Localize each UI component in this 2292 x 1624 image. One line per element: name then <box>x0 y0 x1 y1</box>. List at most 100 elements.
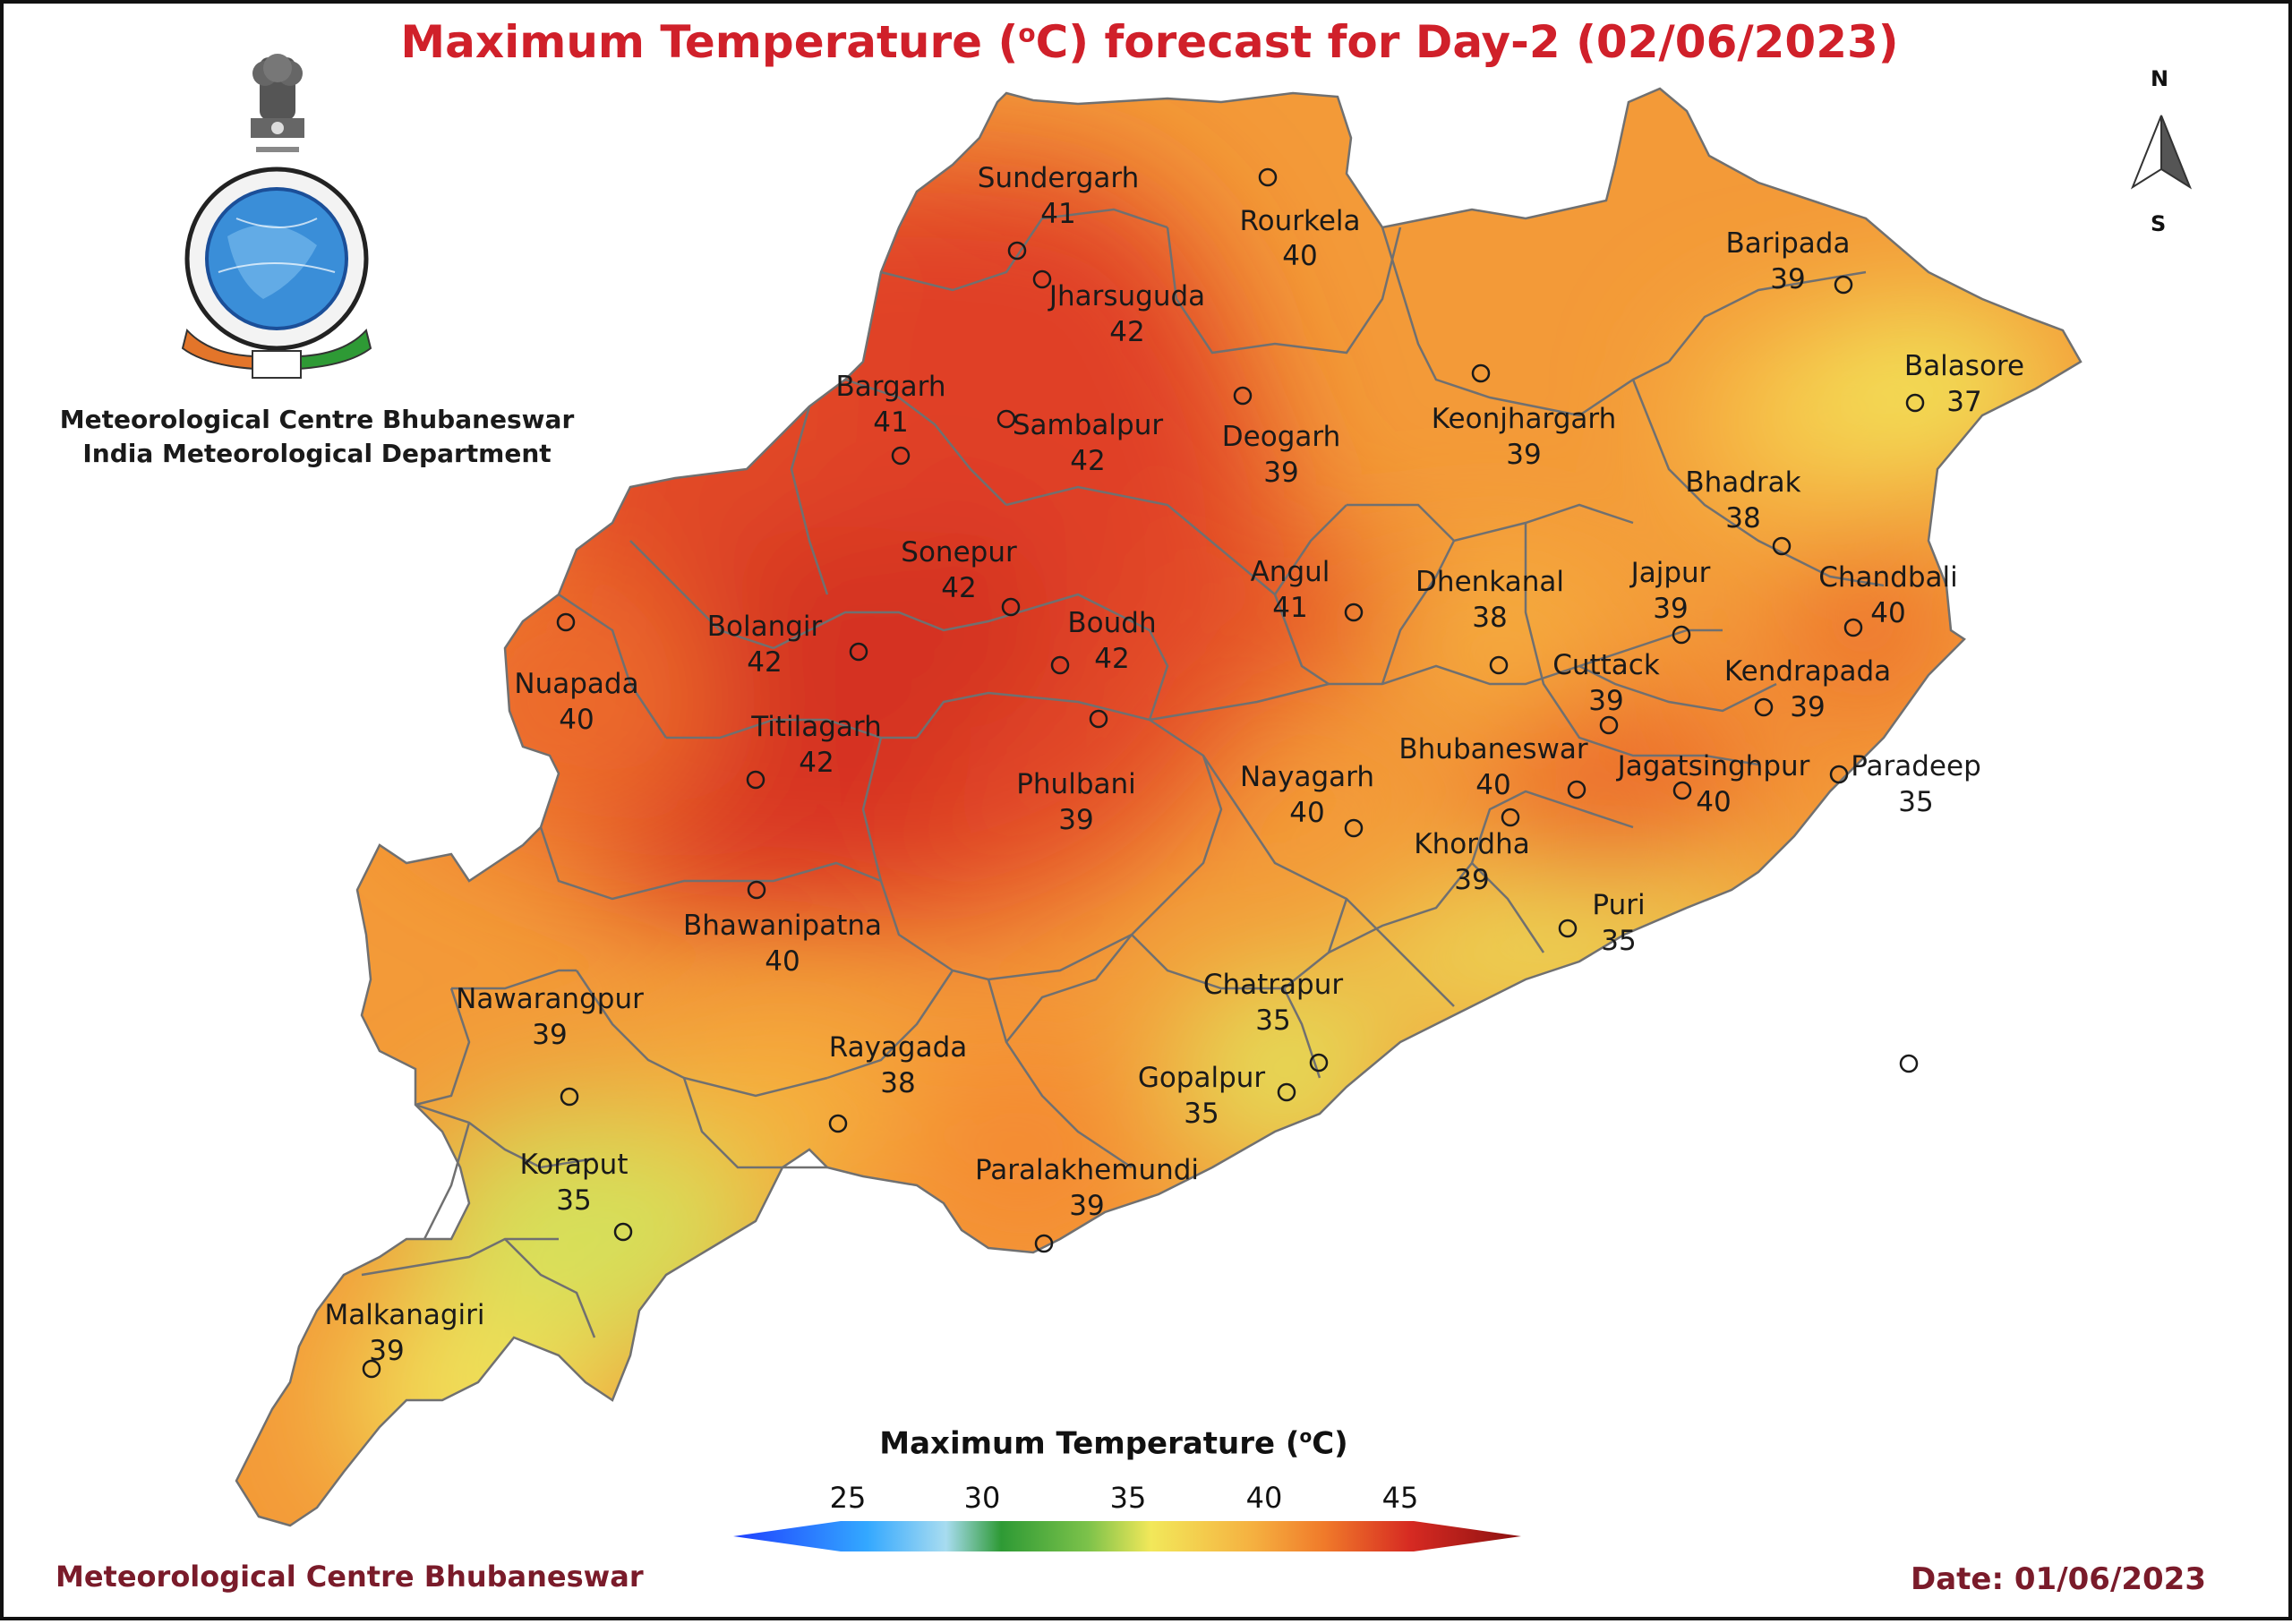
station-name-chandbali: Chandbali <box>1818 561 1958 594</box>
station-marker-jharsuguda <box>1032 269 1052 289</box>
station-temp-malkanagiri: 39 <box>369 1335 404 1367</box>
station-name-malkanagiri: Malkanagiri <box>324 1299 484 1331</box>
station-temp-puri: 35 <box>1601 925 1636 957</box>
station-marker-bhubaneswar <box>1501 808 1520 827</box>
station-name-paradeep: Paradeep <box>1851 750 1981 782</box>
station-name-angul: Angul <box>1251 556 1330 588</box>
footer-date: Date: 01/06/2023 <box>1910 1561 2206 1597</box>
org-line-2: India Meteorological Department <box>82 439 552 468</box>
station-temp-angul: 41 <box>1272 592 1307 624</box>
station-temp-gopalpur: 35 <box>1184 1098 1219 1130</box>
station-temp-rourkela: 40 <box>1282 240 1317 272</box>
legend-ticks: 25 30 35 40 45 <box>830 1481 1419 1515</box>
station-marker-bolangir <box>849 642 868 662</box>
station-name-bhubaneswar: Bhubaneswar <box>1398 733 1587 765</box>
station-name-keonjhargarh: Keonjhargarh <box>1432 403 1616 435</box>
south-label: S <box>2151 211 2167 236</box>
station-temp-rayagada: 38 <box>880 1067 915 1099</box>
station-marker-cuttack <box>1599 715 1619 735</box>
station-name-jharsuguda: Jharsuguda <box>1048 280 1205 312</box>
station-name-boudh: Boudh <box>1067 607 1156 639</box>
station-marker-dhenkanal <box>1489 655 1509 675</box>
station-marker-koraput <box>613 1222 633 1242</box>
station-marker-nayagarh <box>1344 818 1364 838</box>
station-marker-sonepur <box>1001 597 1021 617</box>
station-name-kendrapada: Kendrapada <box>1724 655 1891 688</box>
station-temp-keonjhargarh: 39 <box>1506 439 1541 471</box>
station-markers <box>362 167 1925 1379</box>
station-temp-balasore: 37 <box>1946 386 1981 418</box>
station-marker-bhadrak <box>1772 536 1792 556</box>
legend-tick-25: 25 <box>830 1481 867 1515</box>
station-temp-paradeep: 35 <box>1898 786 1933 818</box>
station-name-koraput: Koraput <box>520 1149 629 1181</box>
station-name-khordha: Khordha <box>1414 828 1529 860</box>
station-name-titilagarh: Titilagarh <box>750 711 882 743</box>
station-marker-baripada <box>1834 275 1853 295</box>
station-marker-chatrapur <box>1309 1053 1329 1073</box>
legend-tick-35: 35 <box>1110 1481 1147 1515</box>
station-name-rayagada: Rayagada <box>829 1031 968 1064</box>
station-name-nayagarh: Nayagarh <box>1240 761 1374 793</box>
station-name-bhadrak: Bhadrak <box>1685 466 1800 499</box>
district-boundaries <box>235 87 2082 1527</box>
station-temp-cuttack: 39 <box>1588 685 1623 717</box>
station-name-sambalpur: Sambalpur <box>1013 409 1163 441</box>
station-name-baripada: Baripada <box>1726 227 1851 260</box>
station-marker-nuapada <box>556 612 576 632</box>
station-marker-rayagada <box>828 1114 848 1133</box>
station-temp-kendrapada: 39 <box>1790 691 1825 723</box>
station-name-jagatsinghpur: Jagatsinghpur <box>1616 750 1810 782</box>
station-marker-sambalpur <box>996 409 1016 429</box>
station-temp-bolangir: 42 <box>747 646 782 679</box>
station-temp-paralakhemundi: 39 <box>1069 1190 1104 1222</box>
station-temp-phulbani: 39 <box>1058 804 1093 836</box>
station-name-nuapada: Nuapada <box>514 668 638 700</box>
org-line-1: Meteorological Centre Bhubaneswar <box>59 405 575 434</box>
station-name-phulbani: Phulbani <box>1016 768 1136 800</box>
station-marker-cuttack-east <box>1567 780 1586 799</box>
station-marker-rourkela <box>1258 167 1278 187</box>
station-temp-chandbali: 40 <box>1870 597 1905 629</box>
station-marker-angul <box>1344 603 1364 622</box>
station-name-deogarh: Deogarh <box>1222 421 1340 453</box>
station-temp-dhenkanal: 38 <box>1472 602 1507 634</box>
station-temp-bhadrak: 38 <box>1725 502 1760 534</box>
station-name-bhawanipatna: Bhawanipatna <box>683 910 882 942</box>
station-marker-titilagarh <box>746 770 765 790</box>
station-marker-paralakhemundi <box>1034 1234 1054 1253</box>
legend-tick-40: 40 <box>1246 1481 1283 1515</box>
station-name-bolangir: Bolangir <box>707 611 823 643</box>
station-temp-baripada: 39 <box>1770 263 1805 295</box>
station-temp-jharsuguda: 42 <box>1109 316 1144 348</box>
station-name-sonepur: Sonepur <box>901 536 1017 568</box>
station-temp-jajpur: 39 <box>1653 593 1688 625</box>
station-marker-deogarh <box>1233 386 1253 406</box>
station-name-balasore: Balasore <box>1904 350 2024 382</box>
station-marker-extra-coastal <box>1899 1054 1919 1073</box>
station-temp-bhawanipatna: 40 <box>765 945 800 978</box>
map-title: Maximum Temperature (oC) forecast for Da… <box>400 16 1899 68</box>
station-temp-nayagarh: 40 <box>1289 797 1324 829</box>
station-name-rourkela: Rourkela <box>1239 205 1360 237</box>
station-name-paralakhemundi: Paralakhemundi <box>975 1154 1199 1186</box>
station-name-dhenkanal: Dhenkanal <box>1415 566 1564 598</box>
north-label: N <box>2151 66 2169 91</box>
station-marker-keonjhargarh <box>1471 363 1491 383</box>
station-temp-chatrapur: 35 <box>1255 1004 1290 1037</box>
station-marker-jagatsinghpur <box>1672 781 1692 800</box>
station-marker-phulbani <box>1089 709 1108 729</box>
footer-organization: Meteorological Centre Bhubaneswar <box>56 1560 644 1594</box>
station-temp-bargarh: 41 <box>873 406 908 439</box>
station-temp-sambalpur: 42 <box>1070 445 1105 477</box>
station-marker-balasore <box>1905 393 1925 413</box>
station-marker-boudh <box>1050 655 1070 675</box>
north-arrow-icon <box>2130 115 2193 190</box>
station-temp-titilagarh: 42 <box>799 747 834 779</box>
station-temp-sonepur: 42 <box>941 572 976 604</box>
station-temp-deogarh: 39 <box>1263 457 1298 489</box>
station-marker-puri <box>1558 919 1578 938</box>
organization-label: Meteorological Centre Bhubaneswar India … <box>39 403 594 471</box>
